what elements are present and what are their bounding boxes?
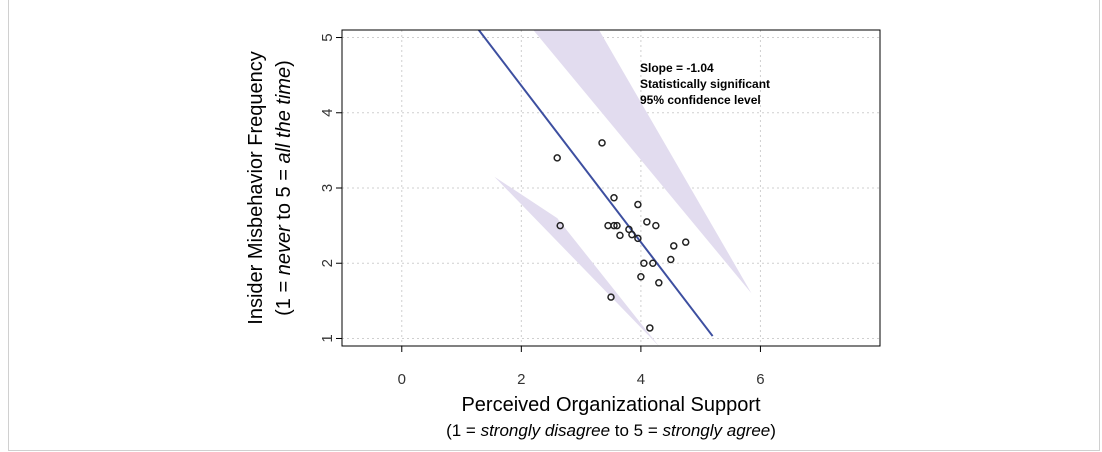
y-axis: 1 2 3 4 5 (319, 33, 342, 342)
y-tick-label-4: 5 (319, 33, 336, 41)
x-tick-label-2: 4 (637, 371, 645, 388)
y-tick-label-3: 4 (319, 109, 336, 117)
y-tick-label-1: 2 (319, 259, 336, 267)
x-axis: 0 2 4 6 (398, 346, 765, 388)
x-tick-label-0: 0 (398, 371, 406, 388)
x-tick-label-1: 2 (517, 371, 525, 388)
x-tick-label-3: 6 (756, 371, 764, 388)
annotation-line-1: Slope = -1.04 (640, 61, 714, 75)
annotation-line-3: 95% confidence level (640, 93, 761, 107)
y-axis-title: Insider Misbehavior Frequency (245, 51, 267, 324)
y-axis-subtitle: (1 = never to 5 = all the time) (273, 60, 295, 316)
annotation-line-2: Statistically significant (640, 77, 770, 91)
x-axis-subtitle: (1 = strongly disagree to 5 = strongly a… (446, 421, 776, 440)
y-tick-label-2: 3 (319, 184, 336, 192)
x-axis-title: Perceived Organizational Support (461, 394, 761, 416)
y-tick-label-0: 1 (319, 334, 336, 342)
